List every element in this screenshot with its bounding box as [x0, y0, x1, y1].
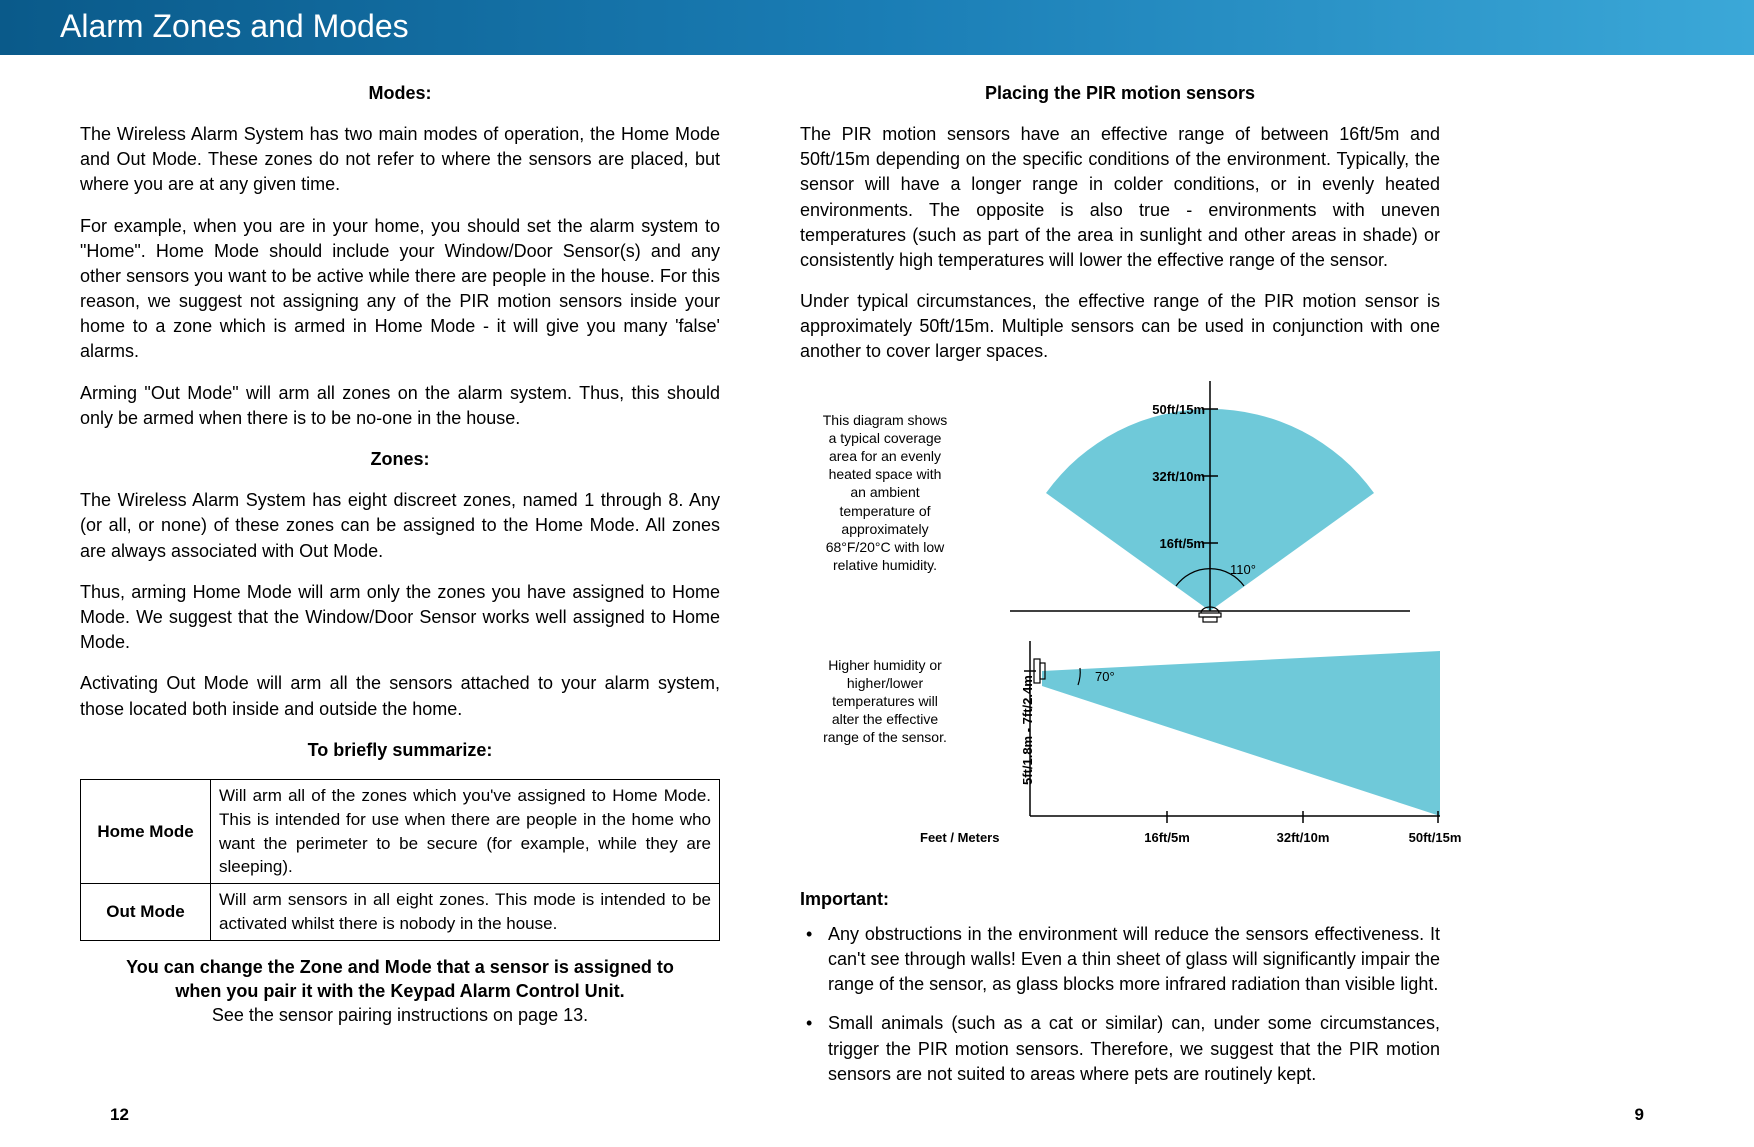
footer-bold-2: when you pair it with the Keypad Alarm C… [80, 979, 720, 1003]
modes-p2: For example, when you are in your home, … [80, 214, 720, 365]
ytick-0: 50ft/15m [1140, 401, 1205, 419]
left-column: Modes: The Wireless Alarm System has two… [80, 75, 720, 1101]
pir-p1: The PIR motion sensors have an effective… [800, 122, 1440, 273]
modes-p3: Arming "Out Mode" will arm all zones on … [80, 381, 720, 431]
footer-note: You can change the Zone and Mode that a … [80, 955, 720, 1028]
x-axis-title: Feet / Meters [920, 829, 999, 847]
page-body: Modes: The Wireless Alarm System has two… [0, 55, 1754, 1101]
xtick-2: 50ft/15m [1400, 829, 1470, 847]
table-cell-desc: Will arm sensors in all eight zones. Thi… [211, 884, 720, 941]
pir-heading: Placing the PIR motion sensors [800, 81, 1440, 106]
page-number-left: 12 [110, 1103, 129, 1127]
top-angle-label: 110° [1230, 561, 1256, 579]
top-fan-svg [1000, 381, 1420, 631]
xtick-0: 16ft/5m [1132, 829, 1202, 847]
zones-p1: The Wireless Alarm System has eight disc… [80, 488, 720, 564]
table-cell-label: Home Mode [81, 779, 211, 883]
ytick-2: 16ft/5m [1140, 535, 1205, 553]
top-diagram-note: This diagram shows a typical coverage ar… [820, 411, 950, 575]
side-y-axis-label: 5ft/1.8m - 7ft/2.4m [1019, 665, 1037, 795]
side-diagram-note: Higher humidity or higher/lower temperat… [820, 656, 950, 747]
important-label: Important: [800, 887, 1440, 912]
zones-p2: Thus, arming Home Mode will arm only the… [80, 580, 720, 656]
bullet-item: Any obstructions in the environment will… [828, 922, 1440, 998]
modes-heading: Modes: [80, 81, 720, 106]
pir-p2: Under typical circumstances, the effecti… [800, 289, 1440, 365]
coverage-diagram: 50ft/15m 32ft/10m 16ft/5m 110° This diag… [800, 381, 1440, 881]
right-column: Placing the PIR motion sensors The PIR m… [800, 75, 1440, 1101]
footer-bold-1: You can change the Zone and Mode that a … [80, 955, 720, 979]
footer-plain: See the sensor pairing instructions on p… [80, 1003, 720, 1027]
summary-table: Home Mode Will arm all of the zones whic… [80, 779, 720, 941]
bullet-item: Small animals (such as a cat or similar)… [828, 1011, 1440, 1087]
page-number-right: 9 [1635, 1103, 1644, 1127]
zones-heading: Zones: [80, 447, 720, 472]
table-cell-label: Out Mode [81, 884, 211, 941]
table-cell-desc: Will arm all of the zones which you've a… [211, 779, 720, 883]
summary-heading: To briefly summarize: [80, 738, 720, 763]
page-title: Alarm Zones and Modes [60, 8, 409, 44]
xtick-1: 32ft/10m [1268, 829, 1338, 847]
zones-p3: Activating Out Mode will arm all the sen… [80, 671, 720, 721]
modes-p1: The Wireless Alarm System has two main m… [80, 122, 720, 198]
side-angle-label: 70° [1095, 668, 1115, 686]
important-bullets: Any obstructions in the environment will… [800, 922, 1440, 1087]
table-row: Out Mode Will arm sensors in all eight z… [81, 884, 720, 941]
side-fan-svg [1010, 641, 1440, 831]
table-row: Home Mode Will arm all of the zones whic… [81, 779, 720, 883]
ytick-1: 32ft/10m [1140, 468, 1205, 486]
header-bar: Alarm Zones and Modes [0, 0, 1754, 55]
